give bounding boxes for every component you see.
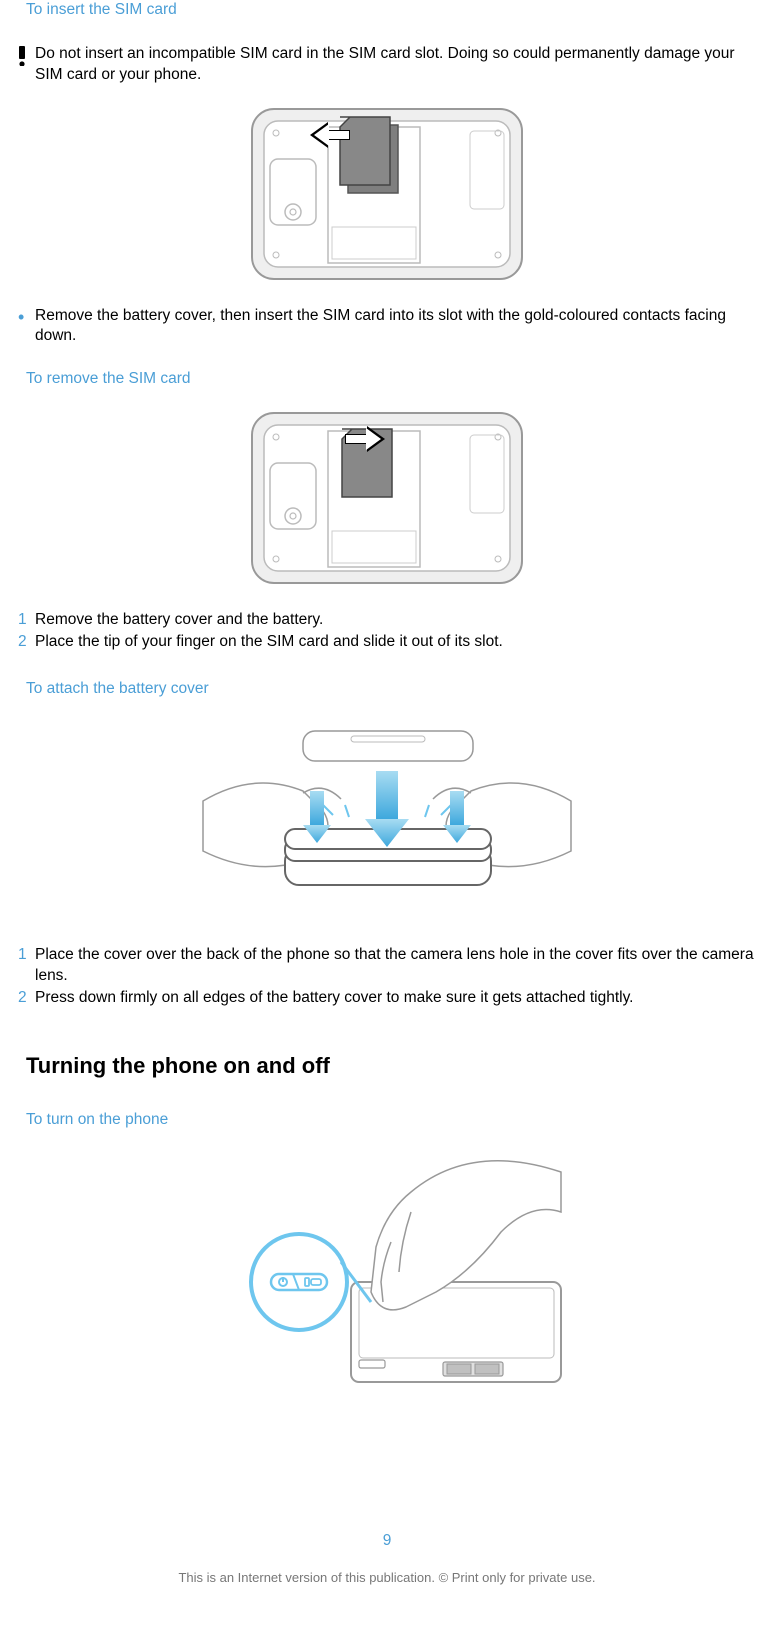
step-text: Press down firmly on all edges of the ba… bbox=[35, 988, 633, 1008]
heading-attach-cover: To attach the battery cover bbox=[26, 679, 756, 699]
step-number: 2 bbox=[18, 988, 28, 1008]
heading-insert-sim: To insert the SIM card bbox=[26, 0, 756, 20]
step-remove-sim-1: 1 Remove the battery cover and the batte… bbox=[0, 610, 774, 630]
page-number: 9 bbox=[0, 1531, 774, 1551]
step-number: 1 bbox=[18, 610, 28, 630]
illustration-attach-cover bbox=[0, 721, 774, 927]
illustration-sim-insert bbox=[0, 107, 774, 287]
heading-remove-sim: To remove the SIM card bbox=[26, 369, 756, 389]
warning-icon bbox=[18, 46, 28, 85]
bullet-insert-sim-text: Remove the battery cover, then insert th… bbox=[35, 306, 756, 347]
warning-text: Do not insert an incompatible SIM card i… bbox=[35, 44, 756, 85]
illustration-power bbox=[0, 1152, 774, 1390]
step-number: 1 bbox=[18, 945, 28, 986]
bullet-insert-sim: • Remove the battery cover, then insert … bbox=[0, 306, 774, 347]
step-number: 2 bbox=[18, 632, 28, 652]
step-attach-2: 2 Press down firmly on all edges of the … bbox=[0, 988, 774, 1008]
step-text: Place the cover over the back of the pho… bbox=[35, 945, 756, 986]
step-text: Place the tip of your finger on the SIM … bbox=[35, 632, 503, 652]
heading-turn-on: To turn on the phone bbox=[26, 1110, 756, 1130]
step-remove-sim-2: 2 Place the tip of your finger on the SI… bbox=[0, 632, 774, 652]
footer-text: This is an Internet version of this publ… bbox=[0, 1569, 774, 1586]
step-attach-1: 1 Place the cover over the back of the p… bbox=[0, 945, 774, 986]
step-text: Remove the battery cover and the battery… bbox=[35, 610, 323, 630]
illustration-sim-remove bbox=[0, 411, 774, 591]
heading-on-off: Turning the phone on and off bbox=[26, 1051, 774, 1080]
bullet-icon: • bbox=[18, 308, 28, 347]
warning-row: Do not insert an incompatible SIM card i… bbox=[0, 44, 774, 85]
